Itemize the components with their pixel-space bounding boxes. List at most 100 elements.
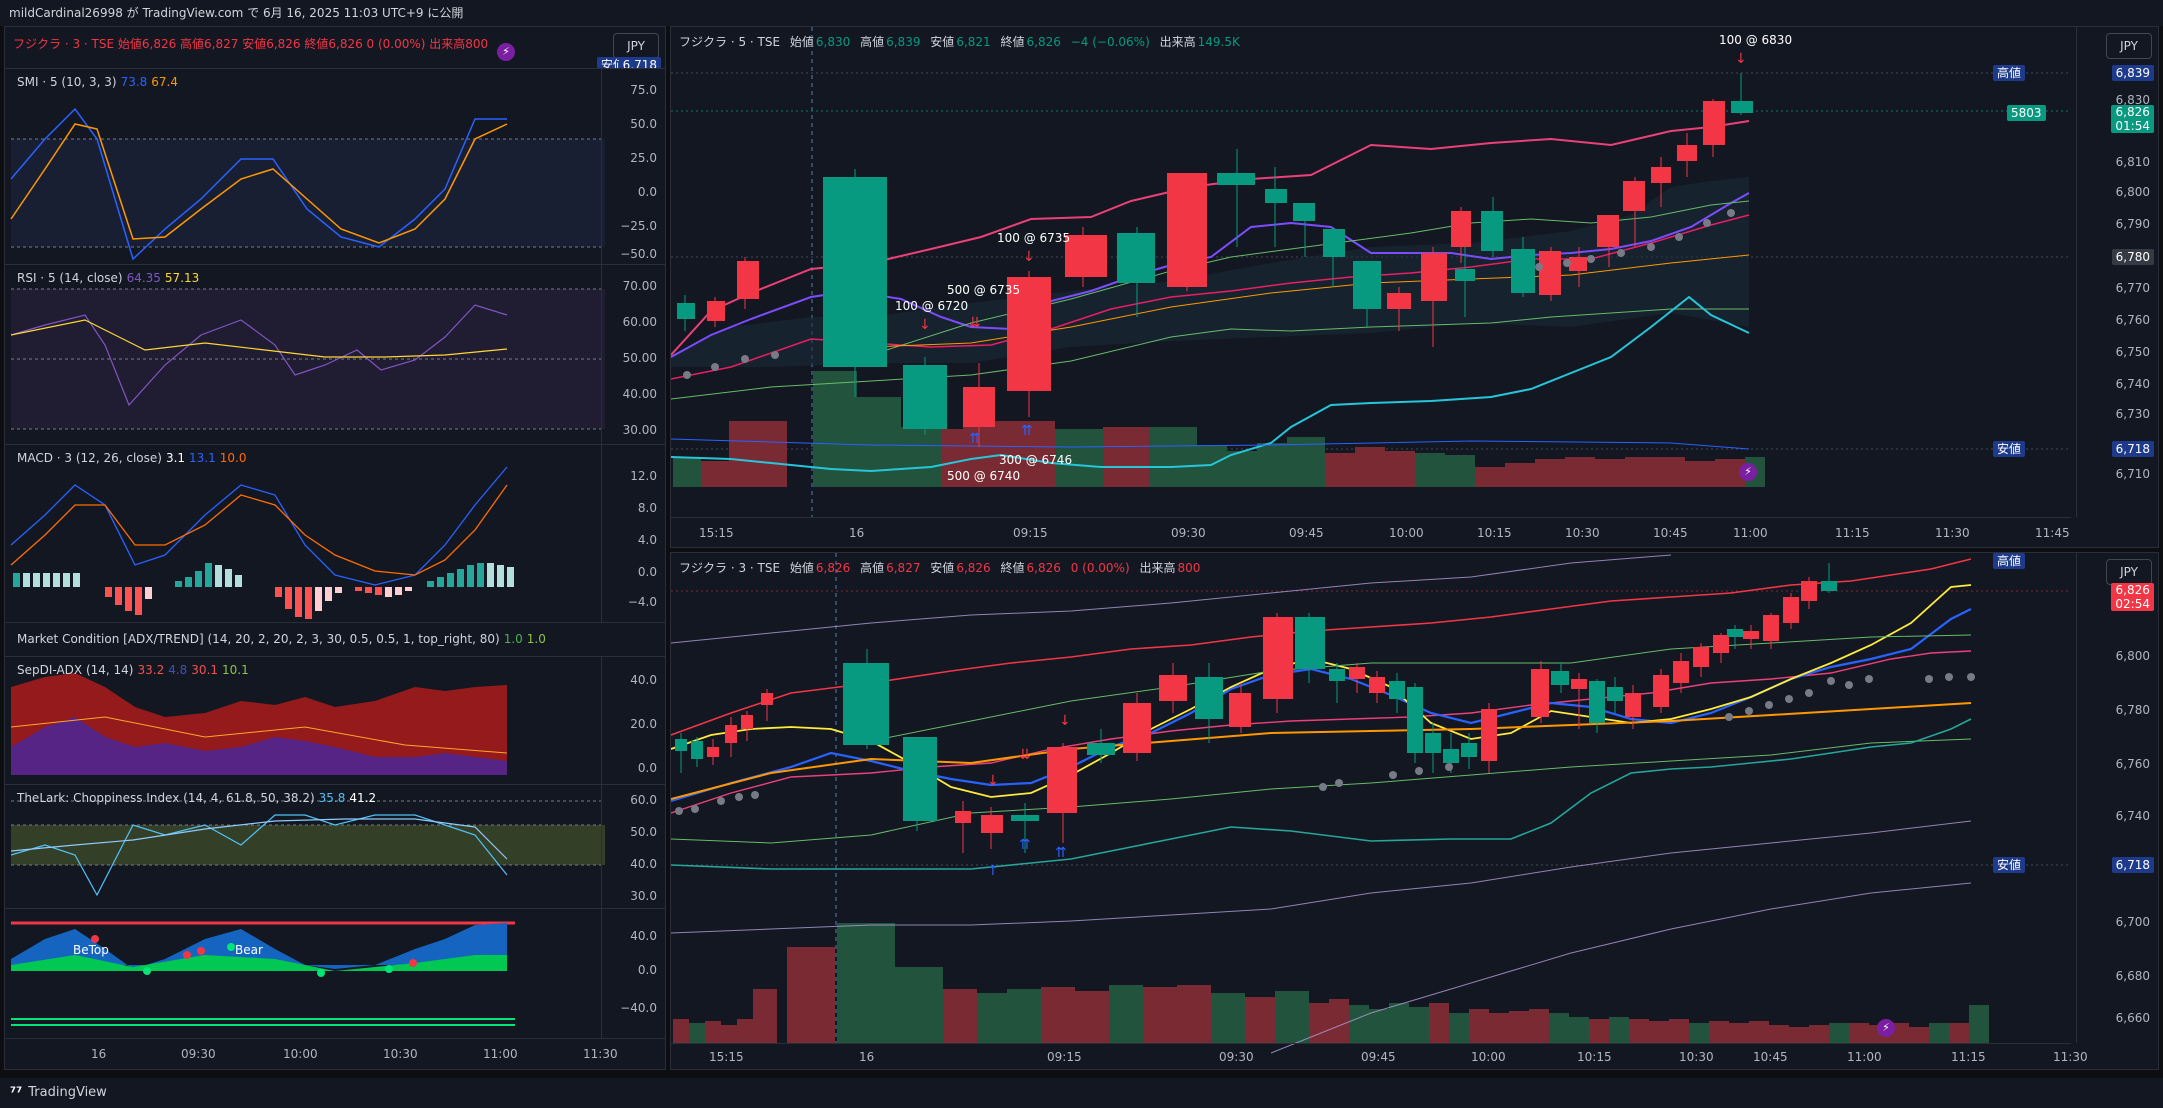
choppiness-plot — [10, 800, 605, 897]
sell-arrow-icon: ↓ — [987, 773, 999, 789]
choppiness-label: TheLark: Choppiness Index (14, 4, 61.8, … — [17, 791, 377, 805]
bear-indicator-pane[interactable]: BeTop Bear 40.0 0.0 −40.0 — [5, 909, 665, 1039]
open-label: 始値 — [789, 561, 814, 575]
tradingview-logo[interactable]: ⁷⁷ TradingView — [10, 1078, 107, 1108]
sell-arrow-icon: ⇊ — [1019, 747, 1031, 763]
open-value: 6,826 — [815, 561, 851, 575]
volume-bars — [673, 923, 1989, 1043]
left-mini-price-pane[interactable]: フジクラ · 3 · TSE 始値6,826 高値6,827 安値6,826 終… — [5, 27, 665, 69]
price-tick: 6,770 — [2115, 281, 2150, 295]
bottom-chart-header: フジクラ · 3 · TSE 始値 6,826 高値 6,827 安値 6,826 終… — [679, 559, 1200, 576]
footer-bar: ⁷⁷ TradingView — [0, 1078, 2163, 1108]
time-label: 16 — [91, 1047, 107, 1061]
bottom-price-chart[interactable]: フジクラ · 3 · TSE 始値 6,826 高値 6,827 安値 6,826 終… — [670, 552, 2159, 1070]
sepdi-scale[interactable]: 40.0 20.0 0.0 — [601, 657, 665, 784]
left-time-axis[interactable]: 16 09:30 10:00 10:30 11:00 11:30 — [5, 1039, 665, 1069]
price-tick: 6,760 — [2115, 757, 2150, 771]
price-tick: 6,710 — [2115, 467, 2150, 481]
low-value-badge: 6,718 — [2111, 857, 2154, 873]
choppiness-pane[interactable]: TheLark: Choppiness Index (14, 4, 61.8, … — [5, 785, 665, 909]
symbol-label: フジクラ · 5 · TSE — [679, 35, 781, 49]
price-tick: 6,760 — [2115, 313, 2150, 327]
time-label: 09:15 — [1013, 526, 1048, 540]
tradingview-logo-icon: ⁷⁷ — [10, 1085, 23, 1101]
price-tick: 6,780 — [2115, 703, 2150, 717]
low-value-badge: 6,718 — [2111, 441, 2154, 457]
trade-annotation: 300 @ 6746 — [999, 453, 1073, 467]
trade-annotation: 100 @ 6735 — [997, 231, 1071, 245]
top-currency-button[interactable]: JPY — [2106, 33, 2152, 59]
symbol-label: フジクラ · 3 · TSE — [679, 561, 781, 575]
bottom-candles-plot — [671, 553, 2071, 1054]
left-indicator-panel[interactable]: フジクラ · 3 · TSE 始値6,826 高値6,827 安値6,826 終… — [4, 26, 666, 1070]
rsi-pane[interactable]: RSI · 5 (14, close) 64.35 57.13 70.00 60.0… — [5, 265, 665, 445]
buy-arrow-icon: ⇈ — [1019, 837, 1031, 853]
macd-scale[interactable]: 12.0 8.0 4.0 0.0 −4.0 — [601, 445, 665, 622]
trade-annotation: 100 @ 6720 — [895, 299, 969, 313]
macd-pane[interactable]: MACD · 3 (12, 26, close) 3.1 13.1 10.0 12.0… — [5, 445, 665, 623]
low-label: 安値 — [930, 561, 955, 575]
trade-annotation: 500 @ 6740 — [947, 469, 1021, 483]
left-currency-button[interactable]: JPY — [613, 33, 659, 59]
high-tag: 高値 — [1993, 553, 2026, 569]
left-mini-low-value: 6,718 — [618, 57, 661, 68]
tick: 40.0 — [630, 857, 657, 871]
diamond-markers — [675, 673, 1975, 815]
lightning-icon[interactable]: ⚡ — [1739, 463, 1757, 481]
lightning-icon[interactable]: ⚡ — [1877, 1019, 1895, 1037]
top-price-scale[interactable]: JPY 高値 6,839 6,830 5803 6,826 01:54 6,810… — [1993, 27, 2158, 517]
sell-arrow-icon: ⇊ — [969, 315, 981, 331]
price-tick: 6,810 — [2115, 155, 2150, 169]
tick: 40.0 — [630, 929, 657, 943]
smi-scale[interactable]: 75.0 50.0 25.0 0.0 −25.0 −50.0 — [601, 69, 665, 264]
bear-scale[interactable]: 40.0 0.0 −40.0 — [601, 909, 665, 1038]
bottom-time-axis[interactable]: 15:15 16 09:15 09:30 09:45 10:00 10:15 1… — [671, 1043, 2088, 1069]
volume-bars — [673, 371, 1765, 487]
rsi-label: RSI · 5 (14, close) 64.35 57.13 — [17, 271, 200, 285]
lightning-icon[interactable]: ⚡ — [497, 43, 515, 61]
top-time-axis[interactable]: 15:15 16 09:15 09:30 09:45 10:00 10:15 1… — [671, 517, 2071, 547]
top-candles-plot — [671, 27, 2071, 517]
high-value-badge: 6,839 — [2111, 65, 2154, 81]
market-condition-pane[interactable]: Market Condition [ADX/TREND] (14, 20, 2,… — [5, 623, 665, 657]
time-label: 09:30 — [1171, 526, 1206, 540]
diamond-markers — [683, 209, 1735, 379]
macd-histogram — [13, 563, 514, 619]
time-label: 11:00 — [1733, 526, 1768, 540]
sell-arrow-icon: ↓ — [1023, 249, 1035, 265]
time-label: 11:30 — [2053, 1050, 2088, 1064]
tick: 40.00 — [622, 387, 657, 401]
change-value: −4 (−0.06%) — [1070, 35, 1150, 49]
bear-plot — [11, 921, 515, 1026]
smi-pane[interactable]: SMI · 5 (10, 3, 3) 73.8 67.4 75.0 50.0 25.… — [5, 69, 665, 265]
choppiness-scale[interactable]: 60.0 50.0 40.0 30.0 — [601, 785, 665, 908]
tick: −40.0 — [620, 1001, 657, 1015]
time-label: 15:15 — [709, 1050, 744, 1064]
tick: 0.0 — [637, 761, 657, 775]
high-tag: 高値 — [1993, 65, 2026, 81]
tick: 75.0 — [630, 83, 657, 97]
open-label: 始値 — [789, 35, 814, 49]
bottom-price-scale[interactable]: JPY 高値 6,826 02:54 6,800 6,780 6,760 6,74… — [1993, 553, 2158, 1043]
trade-annotation: 100 @ 6830 — [1719, 33, 1793, 47]
bottom-currency-button[interactable]: JPY — [2106, 559, 2152, 585]
time-label: 09:45 — [1361, 1050, 1396, 1064]
price-tick: 6,830 — [2115, 93, 2150, 107]
tradingview-logo-text: TradingView — [28, 1085, 107, 1100]
time-label: 11:00 — [483, 1047, 518, 1061]
time-label: 09:30 — [1219, 1050, 1254, 1064]
rsi-plot — [10, 288, 605, 430]
close-value: 6,826 — [1026, 35, 1061, 49]
time-label: 10:45 — [1653, 526, 1688, 540]
bear-label-2: Bear — [235, 943, 263, 957]
publish-info-text: mildCardinal26998 が TradingView.com で 6月… — [9, 6, 464, 20]
time-label: 10:15 — [1577, 1050, 1612, 1064]
sepdi-adx-pane[interactable]: SepDI-ADX (14, 14) 33.2 4.8 30.1 10.1 40.0 2… — [5, 657, 665, 785]
top-chart-header: フジクラ · 5 · TSE 始値 6,830 高値 6,839 安値 6,821 終… — [679, 33, 1240, 50]
volume-value: 800 — [1177, 561, 1201, 575]
time-label: 11:00 — [1847, 1050, 1882, 1064]
rsi-scale[interactable]: 70.00 60.00 50.00 40.00 30.00 — [601, 265, 665, 444]
high-value: 6,839 — [886, 35, 921, 49]
top-price-chart[interactable]: フジクラ · 5 · TSE 始値 6,830 高値 6,839 安値 6,821 終… — [670, 26, 2159, 548]
tick: 50.00 — [622, 351, 657, 365]
